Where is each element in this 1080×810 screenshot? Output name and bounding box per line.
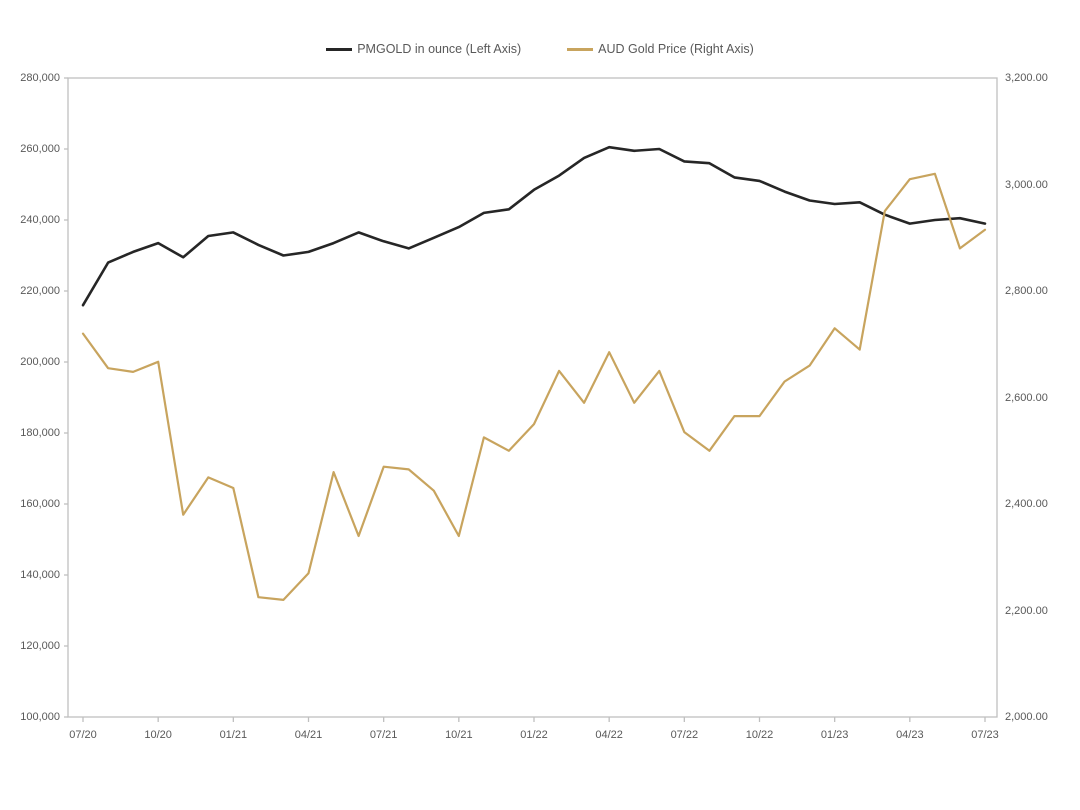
left-axis-tick-label: 180,000 [20, 427, 60, 439]
left-axis-tick-label: 240,000 [20, 214, 60, 226]
x-axis-tick-label: 01/22 [520, 729, 548, 741]
x-axis-tick-label: 10/21 [445, 729, 473, 741]
right-axis-tick-label: 2,400.00 [1005, 498, 1048, 510]
x-axis-tick-label: 07/20 [69, 729, 97, 741]
x-axis-tick-label: 04/22 [595, 729, 623, 741]
x-axis-tick-label: 04/21 [294, 729, 323, 741]
series-line-aud [81, 172, 987, 602]
right-axis-tick-label: 2,600.00 [1005, 391, 1048, 404]
left-axis-tick-label: 160,000 [20, 498, 60, 510]
legend-item-pmgold: PMGOLD in ounce (Left Axis) [326, 42, 521, 56]
plot-border [67, 77, 998, 718]
left-axis-tick-label: 200,000 [20, 356, 60, 368]
right-axis-tick-label: 3,000.00 [1005, 178, 1048, 191]
legend-label-pmgold: PMGOLD in ounce (Left Axis) [357, 42, 522, 56]
x-axis-tick-label: 01/21 [219, 729, 248, 741]
series-line-pmgold [81, 145, 987, 307]
left-axis-tick-label: 140,000 [20, 569, 60, 581]
x-axis-tick-label: 07/21 [369, 729, 398, 741]
left-axis-tick-label: 220,000 [20, 285, 60, 297]
right-axis-tick-label: 2,800.00 [1005, 285, 1048, 297]
x-axis-tick-label: 04/23 [896, 729, 924, 741]
x-axis-tick-label: 01/23 [820, 729, 849, 741]
x-axis-tick-label: 07/23 [971, 729, 999, 741]
x-axis-tick-label: 10/20 [144, 729, 172, 741]
legend-label-aud: AUD Gold Price (Right Axis) [598, 42, 754, 56]
x-axis-tick-label: 10/22 [745, 729, 774, 741]
left-axis-tick-label: 100,000 [20, 711, 60, 723]
left-axis-tick-label: 260,000 [20, 143, 60, 155]
left-axis-tick-label: 280,000 [20, 72, 60, 84]
right-axis-tick-label: 2,000.00 [1005, 711, 1048, 723]
chart-legend: PMGOLD in ounce (Left Axis) AUD Gold Pri… [0, 42, 1080, 56]
aud-line-swatch [567, 47, 594, 51]
legend-item-aud: AUD Gold Price (Right Axis) [567, 42, 754, 56]
x-axis-tick-label: 07/22 [670, 729, 699, 741]
pmgold-line-swatch [326, 47, 353, 51]
right-axis-tick-label: 3,200.00 [1005, 72, 1048, 84]
left-axis-tick-label: 120,000 [20, 640, 60, 652]
right-axis-tick-label: 2,200.00 [1005, 604, 1048, 617]
